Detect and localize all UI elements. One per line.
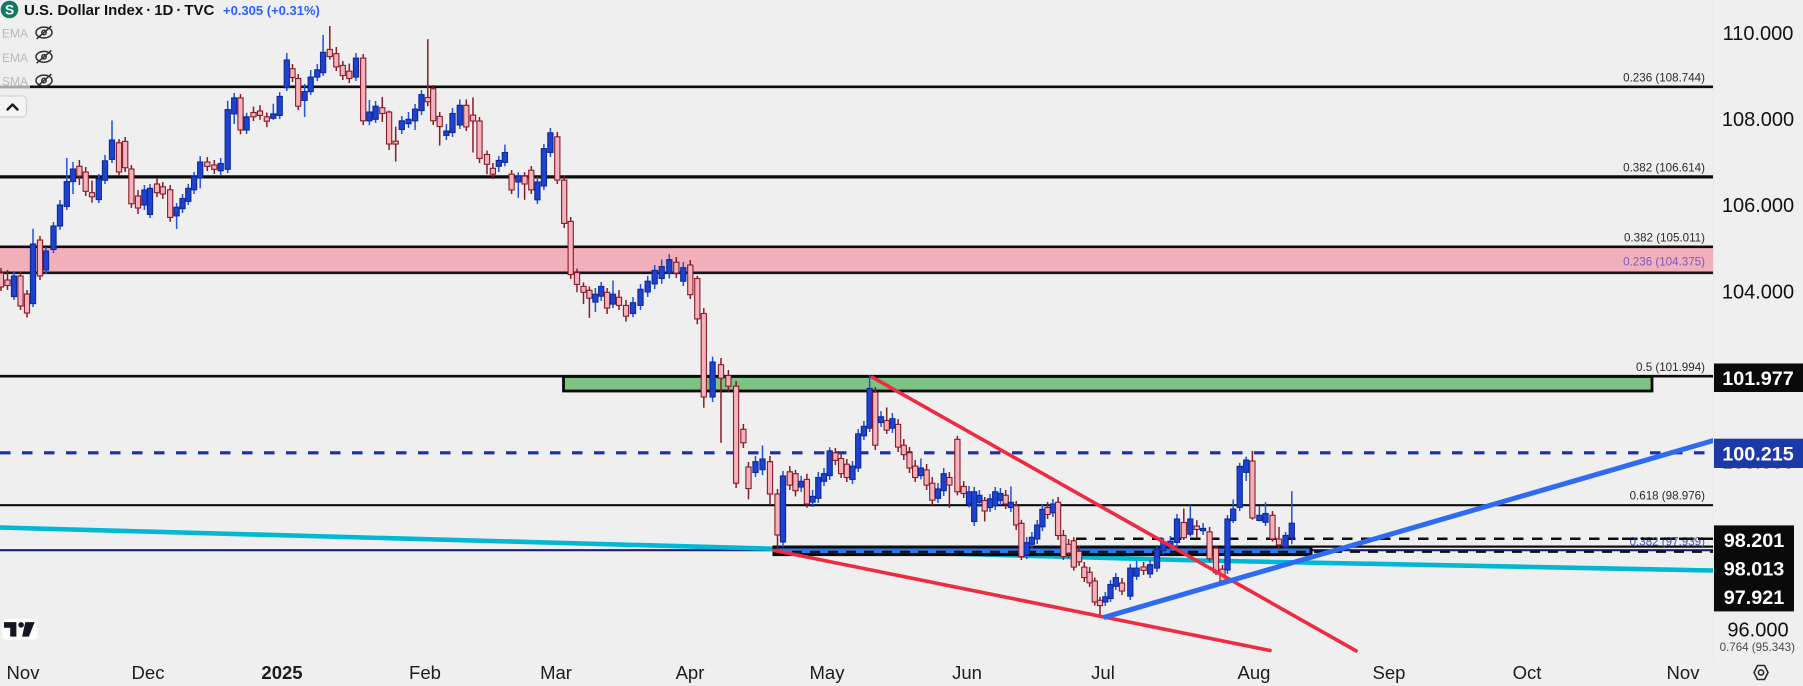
svg-text:SMA: SMA: [2, 75, 28, 89]
svg-text:0.382 (105.011): 0.382 (105.011): [1624, 232, 1705, 245]
svg-text:Oct: Oct: [1513, 662, 1542, 683]
svg-text:EMA: EMA: [2, 27, 28, 41]
svg-text:Nov: Nov: [7, 662, 41, 683]
svg-text:101.977: 101.977: [1722, 368, 1794, 390]
svg-text:2025: 2025: [261, 662, 302, 683]
svg-text:108.000: 108.000: [1722, 109, 1794, 131]
svg-text:Aug: Aug: [1238, 662, 1271, 683]
svg-text:96.000: 96.000: [1727, 620, 1788, 642]
svg-text:Sep: Sep: [1373, 662, 1406, 683]
svg-text:0.236 (108.744): 0.236 (108.744): [1623, 72, 1705, 85]
svg-text:EMA: EMA: [2, 51, 28, 65]
svg-text:106.000: 106.000: [1722, 195, 1794, 217]
svg-text:100.215: 100.215: [1722, 444, 1794, 466]
svg-text:0.764 (95.343): 0.764 (95.343): [1720, 641, 1796, 654]
svg-text:S: S: [5, 2, 14, 18]
svg-text:0.382 (106.614): 0.382 (106.614): [1623, 162, 1705, 175]
svg-text:97.921: 97.921: [1724, 587, 1785, 609]
svg-text:Dec: Dec: [132, 662, 165, 683]
svg-text:Feb: Feb: [409, 662, 441, 683]
svg-text:Apr: Apr: [676, 662, 705, 683]
svg-text:Nov: Nov: [1667, 662, 1701, 683]
svg-text:110.000: 110.000: [1723, 23, 1794, 45]
svg-text:Mar: Mar: [540, 662, 572, 683]
svg-text:May: May: [810, 662, 846, 683]
svg-text:98.201: 98.201: [1724, 530, 1785, 552]
svg-text:0.5 (101.994): 0.5 (101.994): [1636, 361, 1705, 374]
svg-text:104.000: 104.000: [1722, 281, 1794, 303]
svg-text:Jun: Jun: [952, 662, 982, 683]
svg-text:98.013: 98.013: [1724, 559, 1785, 581]
svg-text:+0.305 (+0.31%): +0.305 (+0.31%): [223, 3, 320, 18]
svg-text:U.S. Dollar Index · 1D · TVC: U.S. Dollar Index · 1D · TVC: [24, 2, 215, 19]
svg-text:0.236 (104.375): 0.236 (104.375): [1623, 256, 1705, 269]
svg-text:Jul: Jul: [1091, 662, 1115, 683]
svg-text:0.618 (98.976): 0.618 (98.976): [1630, 490, 1706, 503]
